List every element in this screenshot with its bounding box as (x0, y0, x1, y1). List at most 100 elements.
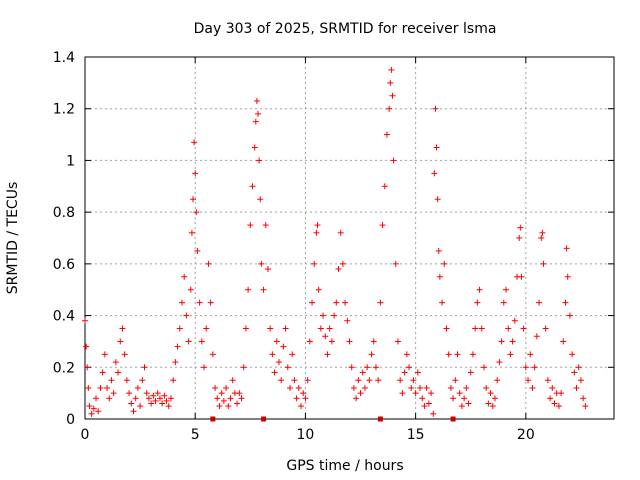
data-point (216, 403, 223, 410)
data-point (137, 403, 144, 410)
data-point (443, 325, 450, 332)
y-tick-label: 0.6 (53, 257, 75, 273)
data-point (366, 377, 373, 384)
data-point (322, 333, 329, 340)
data-point (99, 369, 106, 376)
data-point (517, 224, 524, 231)
data-point (569, 351, 576, 358)
data-point (126, 390, 133, 397)
data-point (154, 390, 161, 397)
data-point (421, 403, 428, 410)
data-point (547, 395, 554, 402)
data-point (236, 390, 243, 397)
data-point (284, 364, 291, 371)
data-point (540, 260, 547, 267)
baseline-marker (210, 416, 216, 422)
baseline-markers (210, 416, 456, 422)
data-point (260, 286, 267, 293)
data-point (167, 395, 174, 402)
data-point (397, 377, 404, 384)
data-point (350, 384, 357, 391)
data-point (386, 105, 393, 112)
data-point (191, 139, 198, 146)
data-point (344, 317, 351, 324)
data-point (289, 351, 296, 358)
data-point (410, 377, 417, 384)
data-point (178, 299, 185, 306)
data-point (214, 395, 221, 402)
data-point (549, 384, 556, 391)
data-point (95, 408, 102, 415)
y-tick-label: 0.8 (53, 205, 75, 221)
data-point (174, 343, 181, 350)
data-point (148, 400, 155, 407)
data-point (439, 299, 446, 306)
baseline-marker (261, 416, 267, 422)
data-point (337, 229, 344, 236)
data-point (110, 390, 117, 397)
data-point (106, 395, 113, 402)
data-point (538, 235, 545, 241)
data-point (346, 338, 353, 345)
data-point (525, 377, 532, 384)
data-point (309, 299, 316, 306)
data-point (304, 377, 311, 384)
data-point (196, 299, 203, 306)
data-point (286, 384, 293, 391)
data-point (539, 229, 546, 236)
data-point (193, 209, 200, 216)
data-point (417, 384, 424, 391)
data-point (533, 333, 540, 340)
data-point (522, 364, 529, 371)
data-point (368, 351, 375, 358)
data-point (115, 369, 122, 376)
data-point (432, 105, 439, 112)
data-point (132, 395, 139, 402)
data-point (253, 97, 260, 104)
y-tick-label: 1.4 (53, 50, 75, 66)
data-point (161, 392, 168, 399)
data-point (108, 377, 115, 384)
data-point (485, 400, 492, 407)
data-point (170, 377, 177, 384)
baseline-marker (377, 416, 383, 422)
data-point (489, 403, 496, 410)
data-point (433, 144, 440, 151)
data-point (85, 384, 92, 391)
data-point (156, 395, 163, 402)
data-point (185, 338, 192, 345)
data-point (408, 384, 415, 391)
data-point (357, 390, 364, 397)
data-point (240, 364, 247, 371)
data-point (227, 395, 234, 402)
data-point (203, 325, 210, 332)
data-point (394, 338, 401, 345)
data-point (531, 364, 538, 371)
data-point (456, 390, 463, 397)
y-tick-label: 1.2 (53, 102, 75, 118)
data-point (516, 235, 523, 241)
data-point (326, 325, 333, 332)
data-point (324, 351, 331, 358)
data-point (375, 377, 382, 384)
data-point (121, 351, 128, 358)
data-point (275, 359, 282, 366)
data-point (563, 245, 570, 252)
data-point (300, 390, 307, 397)
x-axis-ticks: 0 5 10 15 20 (81, 57, 535, 443)
data-point (315, 286, 322, 293)
data-point (520, 325, 527, 332)
data-point (249, 183, 256, 190)
data-point (192, 170, 199, 177)
data-point (383, 131, 390, 138)
data-point (441, 260, 448, 267)
data-point (544, 377, 551, 384)
data-point (500, 299, 507, 306)
data-point (88, 410, 95, 417)
data-point (573, 384, 580, 391)
data-point (194, 247, 201, 254)
data-point (163, 397, 170, 404)
y-tick-label: 0.2 (53, 360, 75, 376)
data-point (419, 395, 426, 402)
data-point (282, 325, 289, 332)
